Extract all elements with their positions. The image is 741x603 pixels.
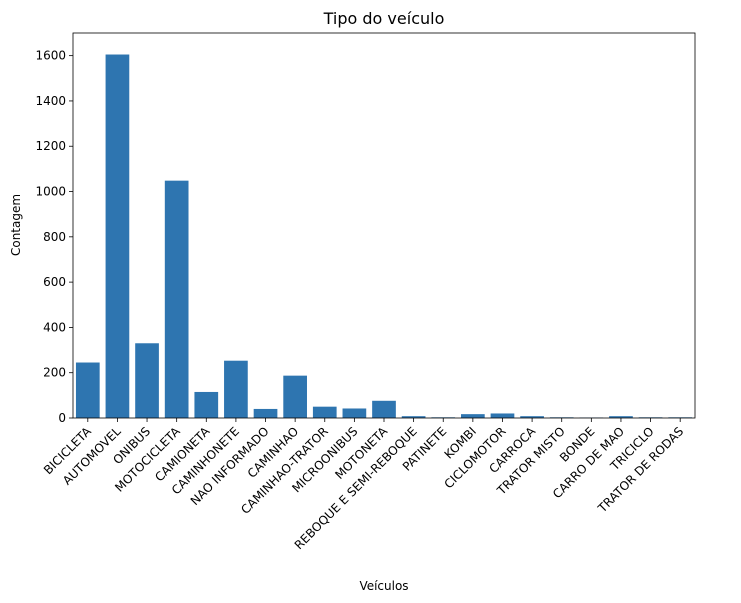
bar-nao-informado — [253, 408, 278, 418]
bar-carroca — [520, 416, 544, 418]
y-tick-label: 1400 — [35, 94, 66, 108]
bar-onibus — [135, 343, 159, 418]
bars-group — [75, 54, 693, 418]
y-axis: 0 200 400 600 800 1000 1200 1400 1600 — [35, 49, 73, 425]
bar-kombi — [461, 414, 485, 418]
y-tick-label: 200 — [43, 366, 66, 380]
bar-automovel — [105, 54, 130, 418]
bar-reboque-e-semi-reboque — [401, 416, 426, 418]
bar-carro-de-mao — [609, 416, 633, 418]
bar-microonibus — [342, 408, 367, 418]
y-tick-label: 800 — [43, 230, 66, 244]
y-tick-label: 0 — [58, 411, 66, 425]
chart-title: Tipo do veículo — [323, 9, 445, 28]
y-tick-label: 1200 — [35, 139, 66, 153]
y-tick-label: 400 — [43, 320, 66, 334]
bar-caminhao-trator — [312, 406, 337, 418]
y-tick-label: 600 — [43, 275, 66, 289]
y-axis-label: Contagem — [9, 194, 23, 256]
y-tick-label: 1000 — [35, 185, 66, 199]
bar-motoneta — [372, 400, 396, 418]
bar-motocicleta — [164, 180, 189, 418]
bar-bicicleta — [75, 362, 100, 418]
y-tick-label: 1600 — [35, 49, 66, 63]
bar-caminhao — [283, 375, 307, 418]
plot-frame — [72, 32, 696, 419]
bar-caminhonete — [224, 360, 248, 418]
x-axis-label: Veículos — [359, 579, 408, 593]
bar-ciclomotor — [490, 413, 515, 418]
bar-camioneta — [194, 391, 219, 418]
x-axis: BICICLETAAUTOMOVELONIBUSMOTOCICLETACAMIO… — [41, 418, 686, 552]
